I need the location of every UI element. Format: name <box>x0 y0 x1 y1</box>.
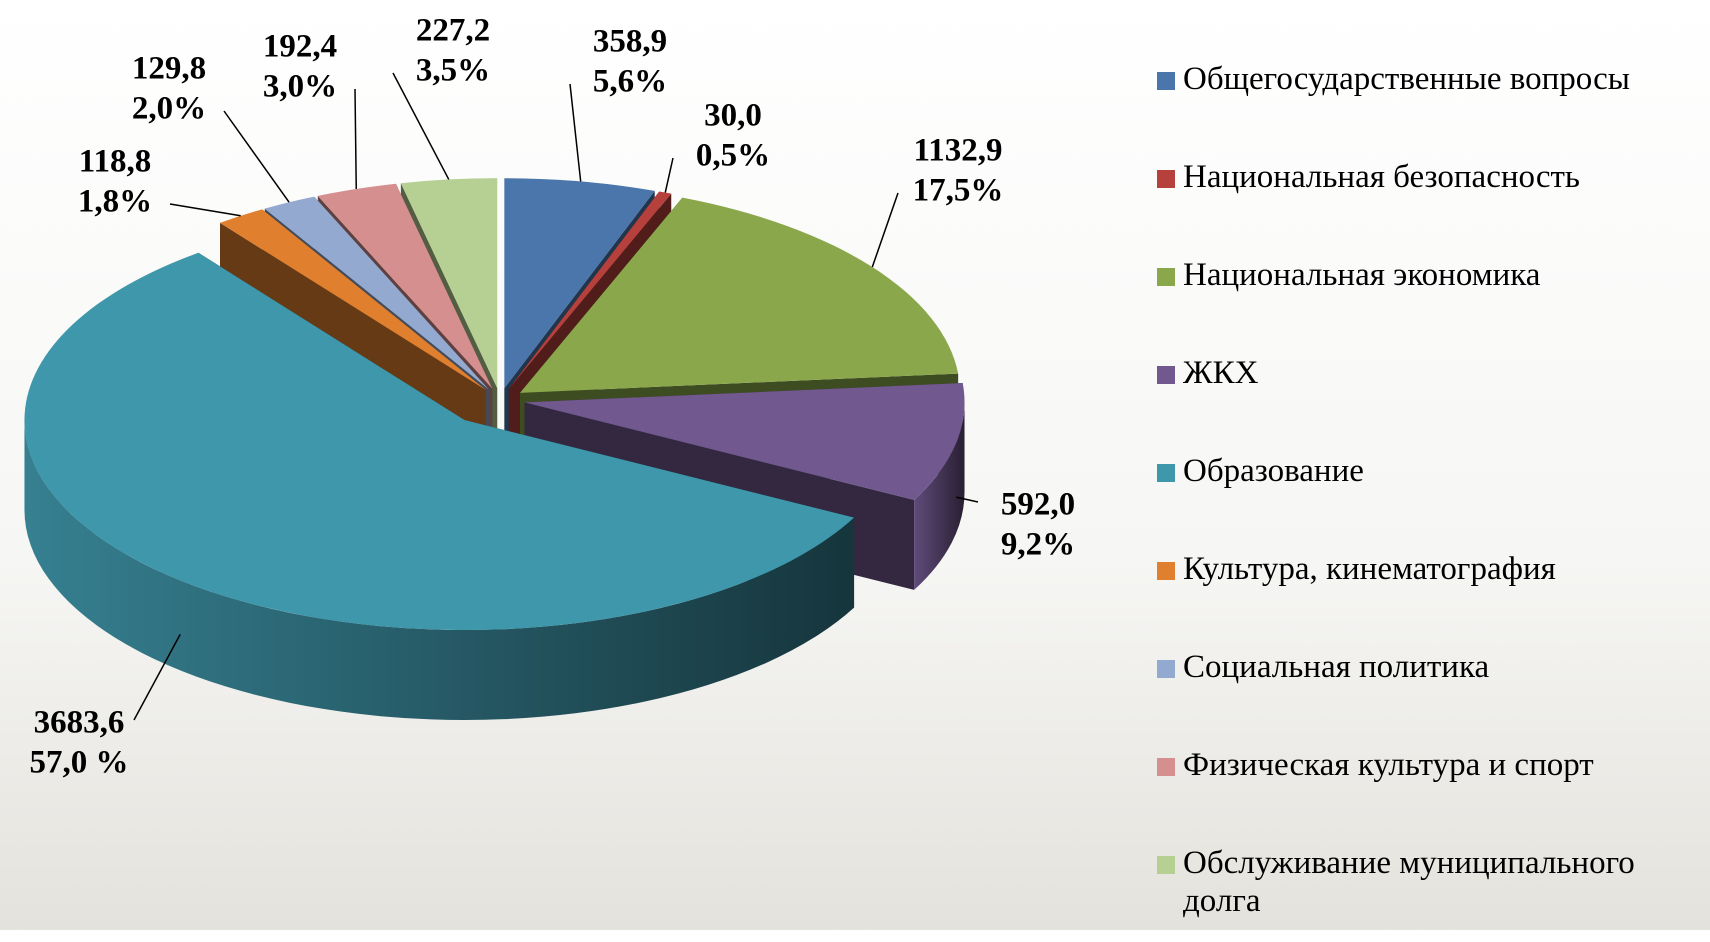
legend: Общегосударственные вопросы Национальная … <box>1155 60 1705 942</box>
legend-item: Обслуживание муниципального долга <box>1155 844 1705 942</box>
legend-swatch <box>1157 464 1175 482</box>
data-label: 0,5% <box>696 138 770 174</box>
data-label: 358,9 <box>593 24 667 60</box>
legend-swatch <box>1157 366 1175 384</box>
data-label: 1,8% <box>78 184 152 220</box>
leader-line <box>170 204 241 216</box>
legend-item: Национальная безопасность <box>1155 158 1705 256</box>
data-label: 192,4 <box>263 29 337 65</box>
data-label: 1132,9 <box>914 133 1003 169</box>
leader-line <box>872 193 898 267</box>
data-label: 3683,6 <box>34 705 125 741</box>
data-label: 3,5% <box>416 53 490 89</box>
page: 358,9 5,6% 30,0 0,5% 1132,9 17,5% 592,0 9,2% 368… <box>0 0 1710 930</box>
legend-label: Социальная политика <box>1183 649 1489 685</box>
leader-line <box>224 111 289 202</box>
legend-label: Национальная безопасность <box>1183 159 1580 195</box>
data-label: 17,5% <box>913 173 1004 209</box>
data-label: 592,0 <box>1001 487 1075 523</box>
leader-line <box>393 73 449 179</box>
legend-swatch <box>1157 268 1175 286</box>
data-label: 118,8 <box>79 144 151 180</box>
data-label: 5,6% <box>593 64 667 100</box>
data-label: 30,0 <box>704 98 762 134</box>
leader-line <box>355 89 356 189</box>
legend-swatch <box>1157 170 1175 188</box>
data-label: 2,0% <box>132 91 206 127</box>
data-label: 227,2 <box>416 13 490 49</box>
legend-item: Национальная экономика <box>1155 256 1705 354</box>
legend-swatch <box>1157 660 1175 678</box>
legend-label: Образование <box>1183 453 1364 489</box>
legend-item: Социальная политика <box>1155 648 1705 746</box>
legend-label: Национальная экономика <box>1183 257 1540 293</box>
legend-swatch <box>1157 758 1175 776</box>
legend-label: Общегосударственные вопросы <box>1183 61 1630 97</box>
leader-line <box>665 158 673 193</box>
legend-swatch <box>1157 562 1175 580</box>
legend-item: Образование <box>1155 452 1705 550</box>
data-label: 3,0% <box>263 69 337 105</box>
data-label: 9,2% <box>1001 527 1075 563</box>
legend-label: Культура, кинематография <box>1183 551 1556 587</box>
legend-item: ЖКХ <box>1155 354 1705 452</box>
legend-item: Общегосударственные вопросы <box>1155 60 1705 158</box>
legend-swatch <box>1157 856 1175 874</box>
legend-item: Культура, кинематография <box>1155 550 1705 648</box>
data-label: 129,8 <box>132 51 206 87</box>
legend-item: Физическая культура и спорт <box>1155 746 1705 844</box>
legend-label: Физическая культура и спорт <box>1183 747 1594 783</box>
data-label: 57,0 % <box>30 745 129 781</box>
legend-label: Обслуживание муниципального долга <box>1183 845 1635 919</box>
leader-line <box>570 84 581 181</box>
legend-swatch <box>1157 72 1175 90</box>
chart: 358,9 5,6% 30,0 0,5% 1132,9 17,5% 592,0 9,2% 368… <box>0 0 1140 930</box>
legend-label: ЖКХ <box>1183 355 1258 391</box>
